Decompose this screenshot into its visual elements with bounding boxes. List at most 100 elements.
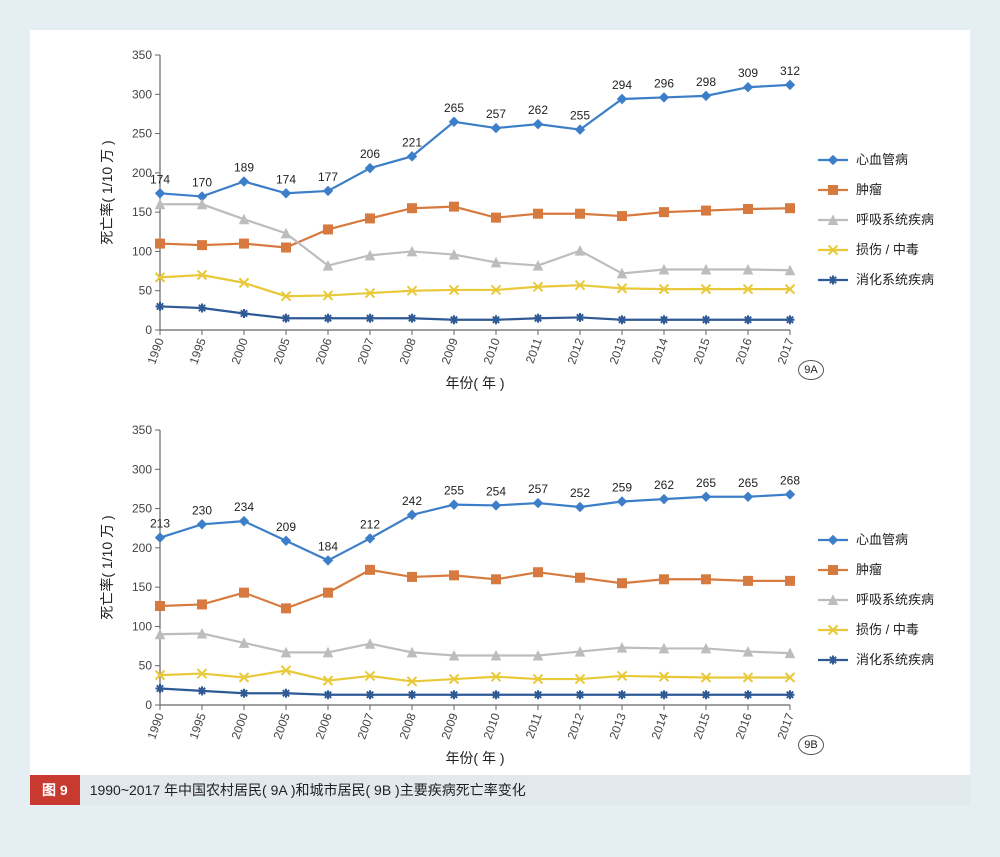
svg-text:212: 212 <box>360 517 380 531</box>
svg-text:2012: 2012 <box>565 336 587 366</box>
svg-text:年份( 年 ): 年份( 年 ) <box>445 750 504 766</box>
svg-text:2007: 2007 <box>355 711 377 741</box>
svg-text:年份( 年 ): 年份( 年 ) <box>445 375 504 391</box>
svg-text:2015: 2015 <box>691 336 713 366</box>
svg-text:262: 262 <box>654 478 674 492</box>
svg-text:309: 309 <box>738 66 758 80</box>
svg-text:262: 262 <box>528 103 548 117</box>
svg-text:254: 254 <box>486 484 506 498</box>
panel-label-9b: 9B <box>798 735 824 755</box>
svg-text:2007: 2007 <box>355 336 377 366</box>
svg-text:255: 255 <box>570 109 590 123</box>
svg-text:184: 184 <box>318 539 338 553</box>
svg-text:1995: 1995 <box>187 711 209 741</box>
svg-text:242: 242 <box>402 494 422 508</box>
svg-text:损伤 / 中毒: 损伤 / 中毒 <box>856 242 919 257</box>
svg-text:170: 170 <box>192 175 212 189</box>
svg-text:2008: 2008 <box>397 336 419 366</box>
svg-text:265: 265 <box>738 476 758 490</box>
svg-text:150: 150 <box>132 580 152 594</box>
chart-svg: 0501001502002503003501990199520002005200… <box>30 400 970 775</box>
svg-text:265: 265 <box>444 101 464 115</box>
svg-text:死亡率( 1/10 万 ): 死亡率( 1/10 万 ) <box>99 515 115 619</box>
svg-text:2016: 2016 <box>733 336 755 366</box>
svg-text:2006: 2006 <box>313 711 335 741</box>
svg-text:2006: 2006 <box>313 336 335 366</box>
caption-tag: 图 9 <box>30 775 80 805</box>
svg-text:2014: 2014 <box>649 711 671 741</box>
svg-text:300: 300 <box>132 87 152 101</box>
svg-text:2000: 2000 <box>229 336 251 366</box>
svg-text:肿瘤: 肿瘤 <box>856 562 882 577</box>
svg-text:2014: 2014 <box>649 336 671 366</box>
svg-text:消化系统疾病: 消化系统疾病 <box>856 652 934 667</box>
svg-text:1990: 1990 <box>145 336 167 366</box>
svg-text:1990: 1990 <box>145 711 167 741</box>
svg-text:100: 100 <box>132 619 152 633</box>
svg-text:死亡率( 1/10 万 ): 死亡率( 1/10 万 ) <box>99 140 115 244</box>
svg-text:209: 209 <box>276 520 296 534</box>
svg-text:2005: 2005 <box>271 336 293 366</box>
caption-bar: 图 9 1990~2017 年中国农村居民( 9A )和城市居民( 9B )主要… <box>30 775 970 805</box>
svg-text:234: 234 <box>234 500 254 514</box>
panel-badge-9b: 9B <box>798 735 824 755</box>
svg-text:2017: 2017 <box>775 711 797 741</box>
svg-text:174: 174 <box>150 172 170 186</box>
svg-text:206: 206 <box>360 147 380 161</box>
svg-text:2008: 2008 <box>397 711 419 741</box>
svg-text:2011: 2011 <box>523 336 545 365</box>
svg-text:呼吸系统疾病: 呼吸系统疾病 <box>856 212 934 227</box>
svg-text:2013: 2013 <box>607 711 629 741</box>
svg-text:2015: 2015 <box>691 711 713 741</box>
panel-badge-9a: 9A <box>798 360 824 380</box>
svg-text:0: 0 <box>145 323 152 337</box>
svg-text:296: 296 <box>654 76 674 90</box>
svg-text:189: 189 <box>234 161 254 175</box>
svg-text:298: 298 <box>696 75 716 89</box>
svg-text:2010: 2010 <box>481 336 503 366</box>
svg-text:2016: 2016 <box>733 711 755 741</box>
svg-text:350: 350 <box>132 48 152 62</box>
svg-text:174: 174 <box>276 172 296 186</box>
svg-text:2012: 2012 <box>565 711 587 741</box>
svg-text:100: 100 <box>132 244 152 258</box>
svg-text:1995: 1995 <box>187 336 209 366</box>
svg-text:2010: 2010 <box>481 711 503 741</box>
svg-text:肿瘤: 肿瘤 <box>856 182 882 197</box>
svg-text:257: 257 <box>486 107 506 121</box>
svg-text:177: 177 <box>318 170 338 184</box>
svg-text:损伤 / 中毒: 损伤 / 中毒 <box>856 622 919 637</box>
svg-text:268: 268 <box>780 473 800 487</box>
svg-text:0: 0 <box>145 698 152 712</box>
svg-text:2009: 2009 <box>439 336 461 366</box>
svg-text:消化系统疾病: 消化系统疾病 <box>856 272 934 287</box>
svg-text:2009: 2009 <box>439 711 461 741</box>
svg-text:2017: 2017 <box>775 336 797 366</box>
panel-label-9a: 9A <box>798 360 824 380</box>
svg-text:心血管病: 心血管病 <box>856 532 908 547</box>
svg-text:150: 150 <box>132 205 152 219</box>
chart-svg: 0501001502002503003501990199520002005200… <box>30 30 970 405</box>
svg-text:2005: 2005 <box>271 711 293 741</box>
svg-text:294: 294 <box>612 78 632 92</box>
svg-text:257: 257 <box>528 482 548 496</box>
svg-text:心血管病: 心血管病 <box>856 152 908 167</box>
caption-text: 1990~2017 年中国农村居民( 9A )和城市居民( 9B )主要疾病死亡… <box>90 780 526 800</box>
svg-text:250: 250 <box>132 502 152 516</box>
svg-text:2000: 2000 <box>229 711 251 741</box>
svg-text:252: 252 <box>570 486 590 500</box>
svg-text:230: 230 <box>192 503 212 517</box>
svg-text:300: 300 <box>132 462 152 476</box>
svg-text:265: 265 <box>696 476 716 490</box>
svg-text:221: 221 <box>402 135 422 149</box>
svg-text:259: 259 <box>612 481 632 495</box>
svg-text:50: 50 <box>139 659 153 673</box>
svg-text:200: 200 <box>132 541 152 555</box>
svg-text:255: 255 <box>444 484 464 498</box>
svg-text:2011: 2011 <box>523 711 545 740</box>
svg-text:213: 213 <box>150 517 170 531</box>
svg-text:250: 250 <box>132 127 152 141</box>
figure-outer: 0 50 100 150 200 250 300 350 1990 1995 2000 2005 200… <box>0 0 1000 857</box>
svg-text:呼吸系统疾病: 呼吸系统疾病 <box>856 592 934 607</box>
svg-text:50: 50 <box>139 284 153 298</box>
